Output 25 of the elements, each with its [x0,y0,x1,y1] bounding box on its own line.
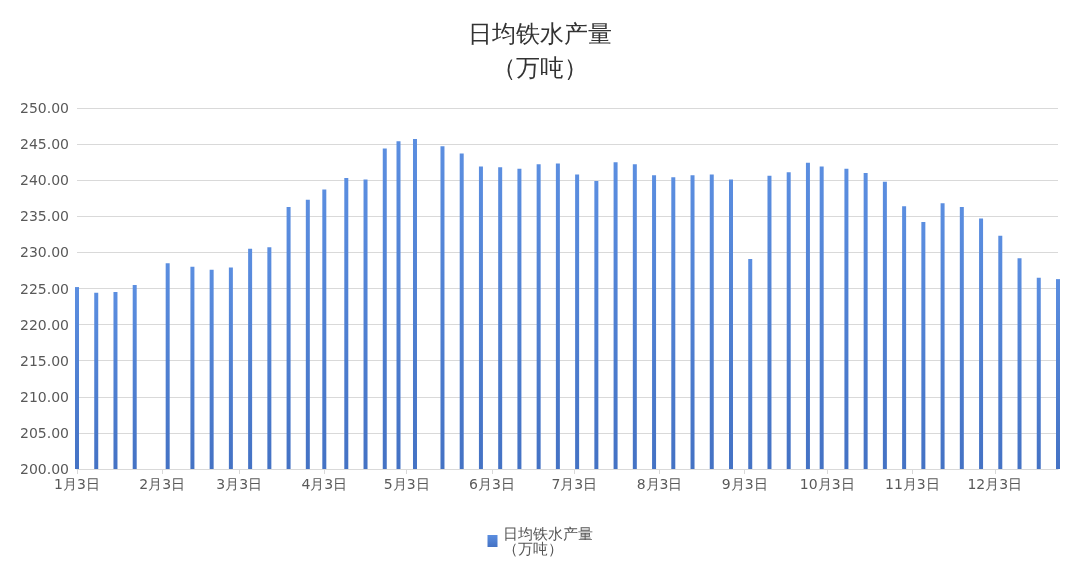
legend-label: 日均铁水产量（万吨） [502,524,593,558]
y-tick-label: 230.00 [20,244,69,261]
chart-title: 日均铁水产量（万吨） [468,20,612,82]
x-tick-label: 8月3日 [636,476,683,492]
x-tick-label: 6月3日 [469,476,515,492]
x-tick-label: 9月3日 [721,476,768,492]
y-tick-label: 210.00 [20,388,69,405]
y-tick-label: 245.00 [20,136,69,153]
y-tick-label: 250.00 [20,100,69,116]
x-tick-label: 1月3日 [54,476,100,492]
x-tick-label: 12月3日 [967,476,1023,492]
y-tick-label: 235.00 [20,208,69,225]
x-tick-label: 4月3日 [301,476,348,492]
y-tick-label: 220.00 [20,316,69,333]
y-tick-label: 240.00 [20,172,69,189]
y-tick-label: 225.00 [20,280,69,297]
x-tick-label: 7月3日 [551,476,598,492]
y-tick-label: 200.00 [20,461,69,477]
x-tick-label: 3月3日 [216,476,263,492]
y-tick-label: 215.00 [20,352,69,369]
x-tick-label: 5月3日 [383,476,430,492]
x-tick-label: 11月3日 [884,476,940,492]
y-tick-label: 205.00 [20,424,69,441]
x-tick-label: 10月3日 [799,476,855,492]
x-tick-label: 2月3日 [139,476,186,492]
